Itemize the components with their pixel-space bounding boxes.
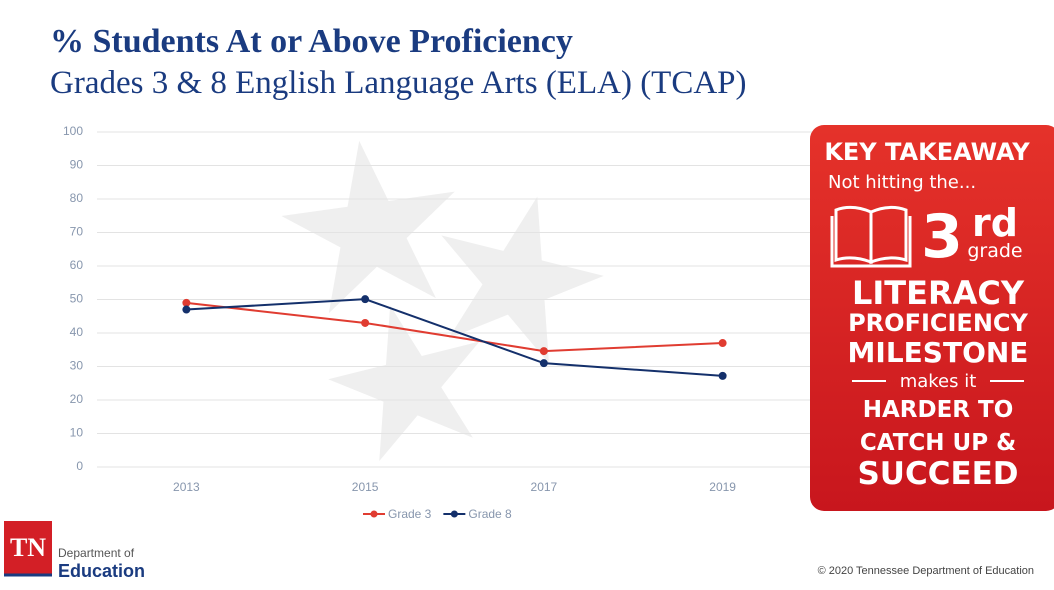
y-tick-label: 30 bbox=[70, 359, 84, 373]
point bbox=[718, 371, 727, 380]
takeaway-closing: CATCH UP & bbox=[860, 430, 1016, 456]
y-tick-label: 40 bbox=[70, 325, 84, 339]
point bbox=[718, 339, 727, 348]
takeaway-intro: Not hitting the... bbox=[828, 172, 976, 193]
y-tick-label: 10 bbox=[70, 426, 84, 440]
series-line bbox=[186, 298, 723, 377]
takeaway-connector: makes it bbox=[900, 371, 977, 392]
y-tick-label: 90 bbox=[70, 158, 84, 172]
y-tick-label: 50 bbox=[70, 292, 84, 306]
copyright: © 2020 Tennessee Department of Education bbox=[818, 565, 1034, 577]
y-tick-label: 20 bbox=[70, 392, 84, 406]
legend-marker bbox=[450, 510, 458, 518]
x-tick-label: 2013 bbox=[173, 480, 200, 494]
department: Department of bbox=[58, 546, 135, 560]
takeaway-unit: grade bbox=[967, 240, 1022, 262]
point bbox=[539, 347, 548, 356]
plot: 0 10 20 30 40 50 60 70 80 90 100 2013 2015 2017 2019 Gr… bbox=[63, 124, 812, 521]
takeaway-line: MILESTONE bbox=[848, 336, 1029, 369]
point bbox=[182, 305, 191, 314]
y-tick-label: 0 bbox=[76, 459, 83, 473]
stars bbox=[272, 128, 619, 469]
logo: TN bbox=[10, 533, 46, 562]
y-tick-label: 80 bbox=[70, 191, 84, 205]
x-tick-label: 2017 bbox=[531, 480, 558, 494]
agency: Education bbox=[58, 561, 145, 581]
logo-box bbox=[4, 521, 52, 574]
takeaway-closing: SUCCEED bbox=[857, 456, 1018, 492]
takeaway-closing: HARDER TO bbox=[863, 397, 1014, 423]
book-icon bbox=[830, 205, 912, 268]
y-tick-label: 70 bbox=[70, 225, 84, 239]
title: % Students At or Above Proficiency bbox=[50, 23, 573, 60]
point bbox=[182, 298, 191, 307]
subtitle: Grades 3 & 8 English Language Arts (ELA)… bbox=[50, 65, 747, 101]
takeaway-suffix: rd bbox=[972, 201, 1018, 245]
series-line bbox=[186, 301, 723, 353]
legend-marker bbox=[370, 510, 378, 518]
y-tick-label: 60 bbox=[70, 258, 84, 272]
point bbox=[361, 295, 370, 304]
x-tick-label: 2019 bbox=[709, 480, 736, 494]
legend-label: Grade 8 bbox=[468, 507, 512, 521]
takeaway-number: 3 bbox=[921, 202, 963, 272]
point bbox=[539, 359, 548, 368]
legend-label: Grade 3 bbox=[388, 507, 432, 521]
y-tick-label: 100 bbox=[63, 124, 83, 138]
takeaway-heading: KEY TAKEAWAY bbox=[824, 138, 1030, 166]
point bbox=[361, 318, 370, 327]
x-tick-label: 2015 bbox=[352, 480, 379, 494]
takeaway-line: LITERACY bbox=[852, 274, 1025, 312]
takeaway-line: PROFICIENCY bbox=[848, 309, 1028, 337]
